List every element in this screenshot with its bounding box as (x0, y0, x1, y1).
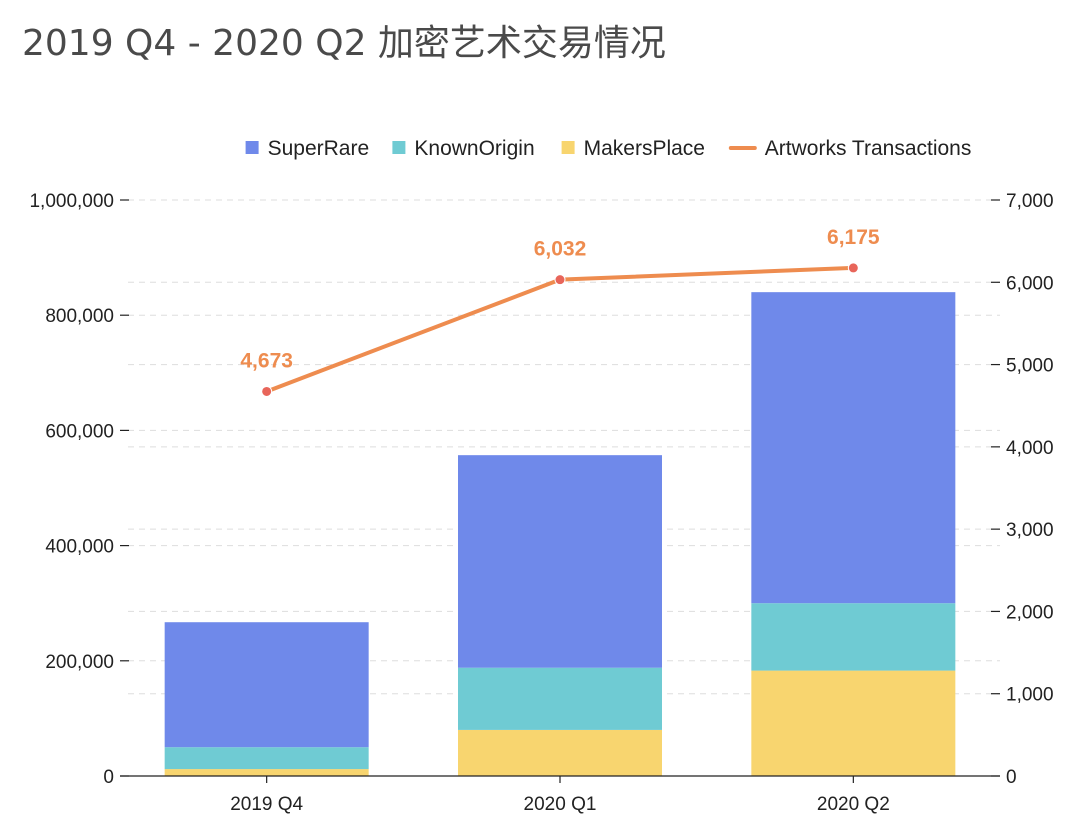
legend-label: SuperRare (268, 137, 370, 160)
legend-item-knownorigin: KnownOrigin (392, 137, 535, 160)
legend-swatch-superrare (245, 141, 259, 154)
transactions-data-label: 6,032 (534, 238, 587, 261)
y-right-tick-label: 6,000 (1006, 273, 1054, 294)
legend: SuperRare KnownOrigin MakersPlace Artworks … (245, 137, 972, 160)
y-right-tick-label: 5,000 (1006, 356, 1054, 377)
bars (164, 292, 956, 776)
bar-superrare-2019-q4 (164, 622, 369, 748)
y-right-tick-label: 7,000 (1006, 191, 1054, 212)
y-left-tick-label: 800,000 (45, 306, 114, 327)
legend-swatch-knownorigin (392, 141, 406, 154)
bar-superrare-2020-q1 (458, 455, 662, 668)
y-left-tick-label: 1,000,000 (29, 191, 114, 212)
bar-superrare-2020-q2 (751, 292, 956, 604)
legend-item-artworks-transactions: Artworks Transactions (728, 137, 972, 160)
transactions-point-2020-q1 (554, 274, 566, 286)
transactions-point-2019-q4 (261, 385, 273, 397)
y-left-tick-label: 200,000 (45, 652, 114, 673)
y-left-tick-label: 0 (103, 767, 114, 788)
legend-label: Artworks Transactions (765, 137, 972, 160)
legend-label: KnownOrigin (414, 137, 534, 160)
axes: 2019 Q4 2020 Q1 2020 Q2 0 200,000 400,000 600,… (29, 191, 1053, 815)
chart-title: 2019 Q4 - 2020 Q2 加密艺术交易情况 (22, 23, 666, 64)
bar-knownorigin-2020-q1 (458, 667, 662, 730)
bar-knownorigin-2019-q4 (164, 747, 369, 770)
legend-label: MakersPlace (584, 137, 705, 160)
transactions-data-label: 6,175 (827, 226, 880, 249)
x-tick-label: 2020 Q1 (524, 794, 597, 815)
y-right-tick-label: 1,000 (1006, 685, 1054, 706)
y-left-tick-label: 600,000 (45, 421, 114, 442)
transactions-point-2020-q2 (847, 262, 859, 274)
bar-makersplace-2020-q1 (458, 729, 662, 776)
y-left-tick-label: 400,000 (45, 537, 114, 558)
transactions-line: 4,673 6,032 6,175 (240, 226, 880, 397)
bar-knownorigin-2020-q2 (751, 603, 956, 671)
legend-swatch-makersplace (561, 141, 575, 154)
bar-makersplace-2019-q4 (164, 769, 369, 776)
y-right-tick-label: 0 (1006, 767, 1017, 788)
bar-makersplace-2020-q2 (751, 670, 956, 776)
x-tick-label: 2019 Q4 (230, 794, 303, 815)
legend-item-superrare: SuperRare (245, 137, 370, 160)
x-tick-label: 2020 Q2 (817, 794, 890, 815)
y-right-tick-label: 3,000 (1006, 520, 1054, 541)
y-right-tick-label: 4,000 (1006, 438, 1054, 459)
y-right-tick-label: 2,000 (1006, 602, 1054, 623)
legend-item-makersplace: MakersPlace (561, 137, 705, 160)
transactions-data-label: 4,673 (240, 349, 293, 372)
